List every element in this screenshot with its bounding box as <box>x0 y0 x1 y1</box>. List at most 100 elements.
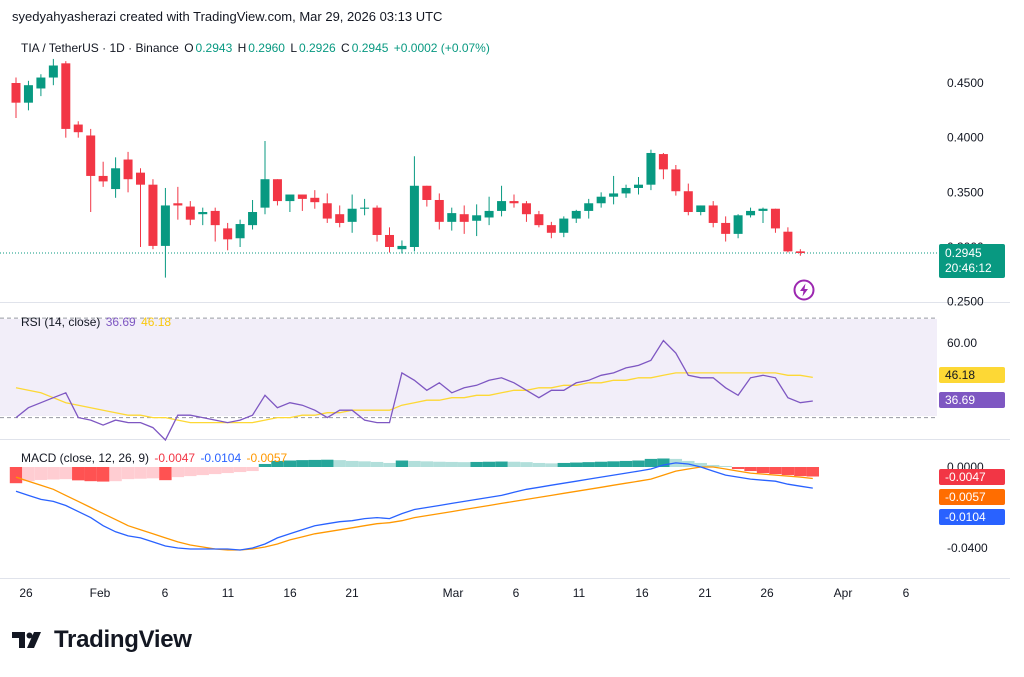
macd-histogram-bar <box>507 461 521 467</box>
candle-body <box>546 225 556 233</box>
macd-histogram-bar <box>707 464 720 467</box>
rsi-ma-line <box>15 372 813 424</box>
macd-histogram-bar <box>719 465 732 467</box>
candle-body <box>409 185 419 247</box>
macd-histogram-bar <box>34 467 48 480</box>
macd-histogram-bar <box>607 461 620 467</box>
low-value: 0.2926 <box>299 41 336 55</box>
symbol-label[interactable]: TIA / TetherUS · 1D · Binance <box>21 41 179 55</box>
macd-signal-badge: -0.0057 <box>939 489 1005 505</box>
macd-histogram-bar <box>532 462 546 467</box>
rsi-line <box>15 339 813 442</box>
macd-histogram-bar <box>806 467 819 477</box>
candle-body <box>634 184 643 188</box>
rsi-ma-value: 46.18 <box>141 315 172 329</box>
change-value: +0.0002 (+0.07%) <box>393 41 490 55</box>
macd-histogram-bar <box>520 462 533 467</box>
price-tick-label: 0.2500 <box>947 295 984 309</box>
macd-histogram-bar <box>470 461 483 467</box>
candle-body <box>571 210 581 219</box>
rsi-tick-label: 60.00 <box>947 336 977 350</box>
macd-histogram-bar <box>495 461 508 467</box>
candle-body <box>497 201 507 211</box>
macd-histogram-bar <box>59 467 72 480</box>
macd-histogram-bar <box>233 467 247 473</box>
macd-histogram-bar <box>694 462 707 467</box>
macd-histogram-bar <box>84 467 97 482</box>
candle-body <box>272 179 282 202</box>
last-price-value: 0.2945 <box>945 246 982 260</box>
candle-body <box>160 205 170 246</box>
time-tick-label: Feb <box>90 586 111 600</box>
high-value: 0.2960 <box>248 41 285 55</box>
time-tick-label: 11 <box>573 586 586 600</box>
macd-histogram-bar <box>283 460 297 467</box>
candle-body <box>758 208 768 211</box>
price-tick-label: 0.3500 <box>947 185 984 199</box>
tradingview-logo-icon <box>12 632 41 648</box>
rsi-value: 36.69 <box>105 315 136 329</box>
time-tick-label: 16 <box>635 586 649 600</box>
candle-body <box>11 83 21 103</box>
time-axis: 26 Feb 6 11 16 21 Mar 6 11 16 21 26 Apr 6 <box>19 586 909 600</box>
macd-histogram-bar <box>545 463 558 467</box>
candle-body <box>98 175 108 182</box>
candle-body <box>609 193 619 197</box>
candle-body <box>123 159 133 180</box>
candle-body <box>23 85 33 103</box>
macd-histogram-bar <box>72 467 85 481</box>
candle-body <box>235 224 245 239</box>
rsi-indicator-label[interactable]: RSI (14, close) <box>21 315 101 329</box>
macd-histogram-bar <box>9 467 23 484</box>
candle-body <box>596 196 606 204</box>
candle-body <box>210 210 220 226</box>
macd-histogram-bar <box>756 467 770 474</box>
candle-body <box>708 205 718 223</box>
macd-histogram-bar <box>308 459 321 467</box>
high-label: H <box>237 41 247 55</box>
macd-histogram-bar <box>146 467 160 479</box>
time-tick-label: Apr <box>834 586 853 600</box>
macd-histogram-bar <box>209 467 222 475</box>
macd-signal-value: -0.0057 <box>246 451 288 465</box>
macd-indicator-label[interactable]: MACD (close, 12, 26, 9) <box>21 451 150 465</box>
macd-histogram-bar <box>47 467 60 480</box>
macd-histogram-bar <box>781 467 795 476</box>
time-tick-label: Mar <box>443 586 464 600</box>
macd-histogram-bar <box>246 467 259 472</box>
candle-body <box>335 214 345 223</box>
time-tick-label: 21 <box>345 586 359 600</box>
bar-countdown: 20:46:12 <box>945 261 992 275</box>
macd-histogram-bar <box>345 460 359 467</box>
macd-histogram-bar <box>570 462 583 467</box>
lightning-icon[interactable] <box>793 279 815 301</box>
macd-legend: MACD (close, 12, 26, 9) -0.0047 -0.0104 … <box>21 451 289 465</box>
macd-histogram-bar <box>383 462 396 467</box>
rsi-axis: 60.00 <box>947 336 977 350</box>
candle-body <box>285 194 295 202</box>
rsi-band-background <box>0 319 937 416</box>
candle-body <box>223 228 233 240</box>
rsi-legend: RSI (14, close) 36.69 46.18 <box>21 315 173 329</box>
macd-histogram-bar <box>632 460 645 467</box>
candle-body <box>136 172 145 185</box>
candles-group <box>11 58 805 278</box>
candle-body <box>173 203 183 206</box>
candle-body <box>484 210 494 218</box>
macd-histogram-bar <box>96 467 110 482</box>
macd-histogram-bar <box>657 458 670 467</box>
candle-body <box>721 222 731 234</box>
macd-histogram-bar <box>184 467 197 477</box>
macd-histogram-bar <box>196 467 209 476</box>
candle-body <box>48 65 58 78</box>
candle-body <box>584 203 594 211</box>
macd-histogram-bar <box>433 461 446 467</box>
macd-histogram-bar <box>619 460 633 467</box>
candle-body <box>770 208 780 229</box>
tradingview-brand: TradingView <box>54 626 192 653</box>
macd-group <box>9 458 819 551</box>
tradingview-logo[interactable]: TradingView <box>12 626 192 654</box>
macd-histogram-bar <box>482 461 496 467</box>
